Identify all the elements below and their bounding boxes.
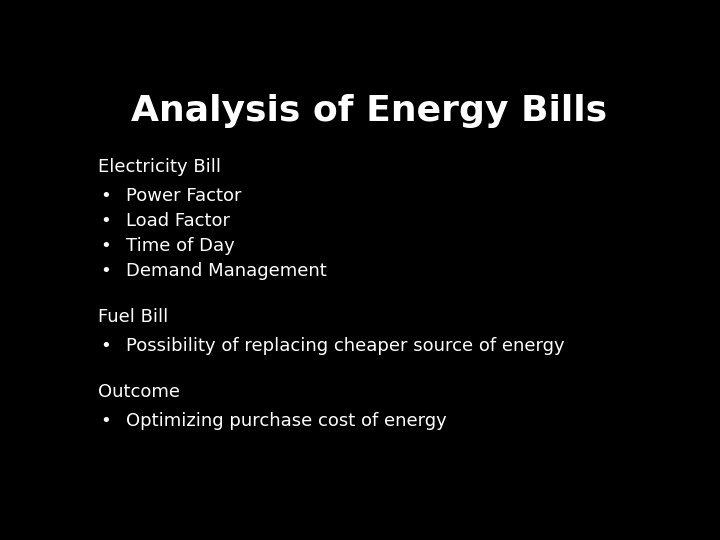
Text: •: • [100, 212, 111, 231]
Text: •: • [100, 262, 111, 280]
Text: Analysis of Energy Bills: Analysis of Energy Bills [131, 94, 607, 128]
Text: Time of Day: Time of Day [126, 238, 235, 255]
Text: Fuel Bill: Fuel Bill [99, 308, 168, 326]
Text: •: • [100, 187, 111, 205]
Text: Demand Management: Demand Management [126, 262, 327, 280]
Text: Outcome: Outcome [99, 383, 181, 401]
Text: Possibility of replacing cheaper source of energy: Possibility of replacing cheaper source … [126, 337, 565, 355]
Text: Power Factor: Power Factor [126, 187, 242, 205]
Text: •: • [100, 238, 111, 255]
Text: Load Factor: Load Factor [126, 212, 230, 231]
Text: Optimizing purchase cost of energy: Optimizing purchase cost of energy [126, 412, 447, 430]
Text: •: • [100, 337, 111, 355]
Text: Electricity Bill: Electricity Bill [99, 158, 221, 177]
Text: •: • [100, 412, 111, 430]
